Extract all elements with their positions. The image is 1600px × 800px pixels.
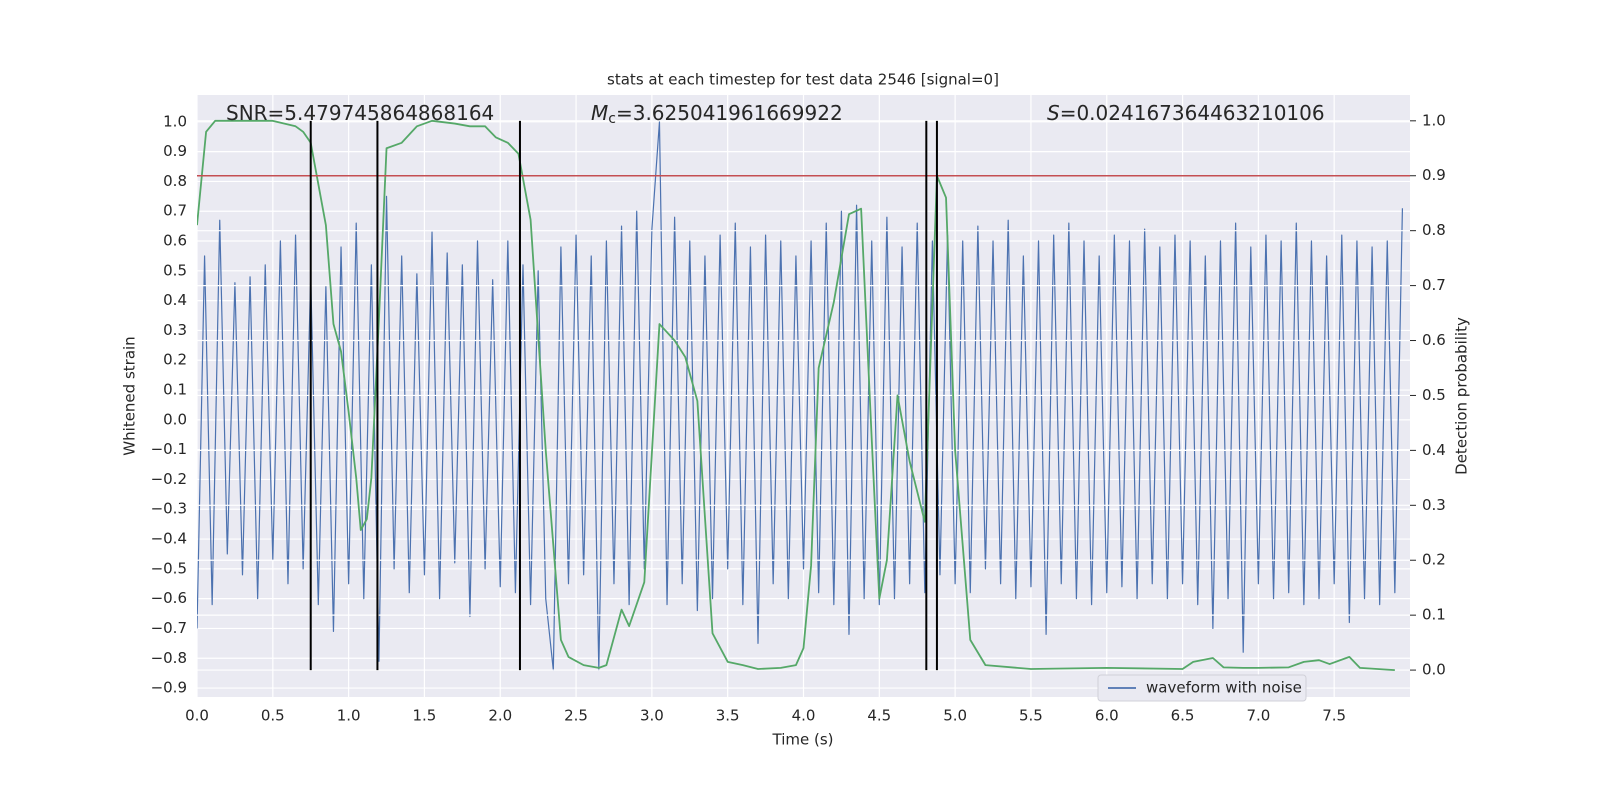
x-tick-label: 0.0 xyxy=(185,707,209,725)
y2-tick-label: 0.4 xyxy=(1422,441,1446,459)
y-tick-label: 0.1 xyxy=(163,381,187,399)
y-tick-label: 0.5 xyxy=(163,261,187,279)
legend-box xyxy=(1097,674,1307,702)
x-tick-label: 4.5 xyxy=(867,707,891,725)
x-axis-label: Time (s) xyxy=(772,731,834,749)
y-tick-label: 0.6 xyxy=(163,232,187,250)
x-tick-label: 7.5 xyxy=(1322,707,1346,725)
y-axis-label: Whitened strain xyxy=(121,336,139,455)
x-tick-label: 3.5 xyxy=(716,707,740,725)
annotation: S=0.024167364463210106 xyxy=(1047,101,1325,125)
annotation-text: =0.024167364463210106 xyxy=(1060,101,1325,125)
y2-tick-label: 0.6 xyxy=(1422,331,1446,349)
y-tick-label: −0.4 xyxy=(151,530,187,548)
y2-tick-label: 0.2 xyxy=(1422,551,1446,569)
annotation-symbol: S xyxy=(1047,101,1060,125)
y-tick-label: 0.2 xyxy=(163,351,187,369)
y-tick-label: −0.1 xyxy=(151,440,187,458)
x-tick-label: 1.0 xyxy=(337,707,361,725)
x-tick-label: 7.0 xyxy=(1246,707,1270,725)
y-tick-label: 0.8 xyxy=(163,172,187,190)
y-tick-label: −0.3 xyxy=(151,500,187,518)
x-tick-label: 6.5 xyxy=(1171,707,1195,725)
y-tick-label: 0.7 xyxy=(163,202,187,220)
y-tick-label: −0.5 xyxy=(151,559,187,577)
legend-label: waveform with noise xyxy=(1146,679,1302,697)
y-tick-label: −0.8 xyxy=(151,649,187,667)
y-tick-label: 0.0 xyxy=(163,410,187,428)
y-tick-label: 1.0 xyxy=(163,112,187,130)
chart-title: stats at each timestep for test data 254… xyxy=(607,71,999,89)
y2-tick-label: 0.5 xyxy=(1422,386,1446,404)
x-tick-label: 6.0 xyxy=(1095,707,1119,725)
annotation-symbol: M xyxy=(591,101,608,125)
y-tick-label: 0.4 xyxy=(163,291,187,309)
x-tick-label: 0.5 xyxy=(261,707,285,725)
annotation-text: SNR=5.479745864868164 xyxy=(226,101,494,125)
x-tick-label: 4.0 xyxy=(792,707,816,725)
x-tick-label: 2.5 xyxy=(564,707,588,725)
y-tick-label: 0.9 xyxy=(163,142,187,160)
annotation-text: =3.625041961669922 xyxy=(616,101,843,125)
y-tick-label: 0.3 xyxy=(163,321,187,339)
y2-tick-label: 0.1 xyxy=(1422,606,1446,624)
x-tick-label: 2.0 xyxy=(488,707,512,725)
y-tick-label: −0.2 xyxy=(151,470,187,488)
x-tick-label: 1.5 xyxy=(413,707,437,725)
x-tick-label: 3.0 xyxy=(640,707,664,725)
x-tick-label: 5.0 xyxy=(943,707,967,725)
y2-tick-label: 0.9 xyxy=(1422,166,1446,184)
y2-tick-label: 1.0 xyxy=(1422,111,1446,129)
y2-tick-label: 0.7 xyxy=(1422,276,1446,294)
y2-axis-label: Detection probability xyxy=(1453,317,1471,475)
annotation: SNR=5.479745864868164 xyxy=(226,101,494,125)
plot-area xyxy=(197,95,1410,697)
y-tick-label: −0.6 xyxy=(151,589,187,607)
y2-tick-label: 0.3 xyxy=(1422,496,1446,514)
annotation-subscript: c xyxy=(608,111,616,127)
x-tick-label: 5.5 xyxy=(1019,707,1043,725)
probability-line xyxy=(197,119,1395,671)
annotation: Mc=3.625041961669922 xyxy=(591,101,843,128)
y2-tick-label: 0.0 xyxy=(1422,661,1446,679)
y-tick-label: −0.9 xyxy=(151,679,187,697)
y-tick-label: −0.7 xyxy=(151,619,187,637)
y2-tick-label: 0.8 xyxy=(1422,221,1446,239)
waveform-line xyxy=(197,121,1404,671)
